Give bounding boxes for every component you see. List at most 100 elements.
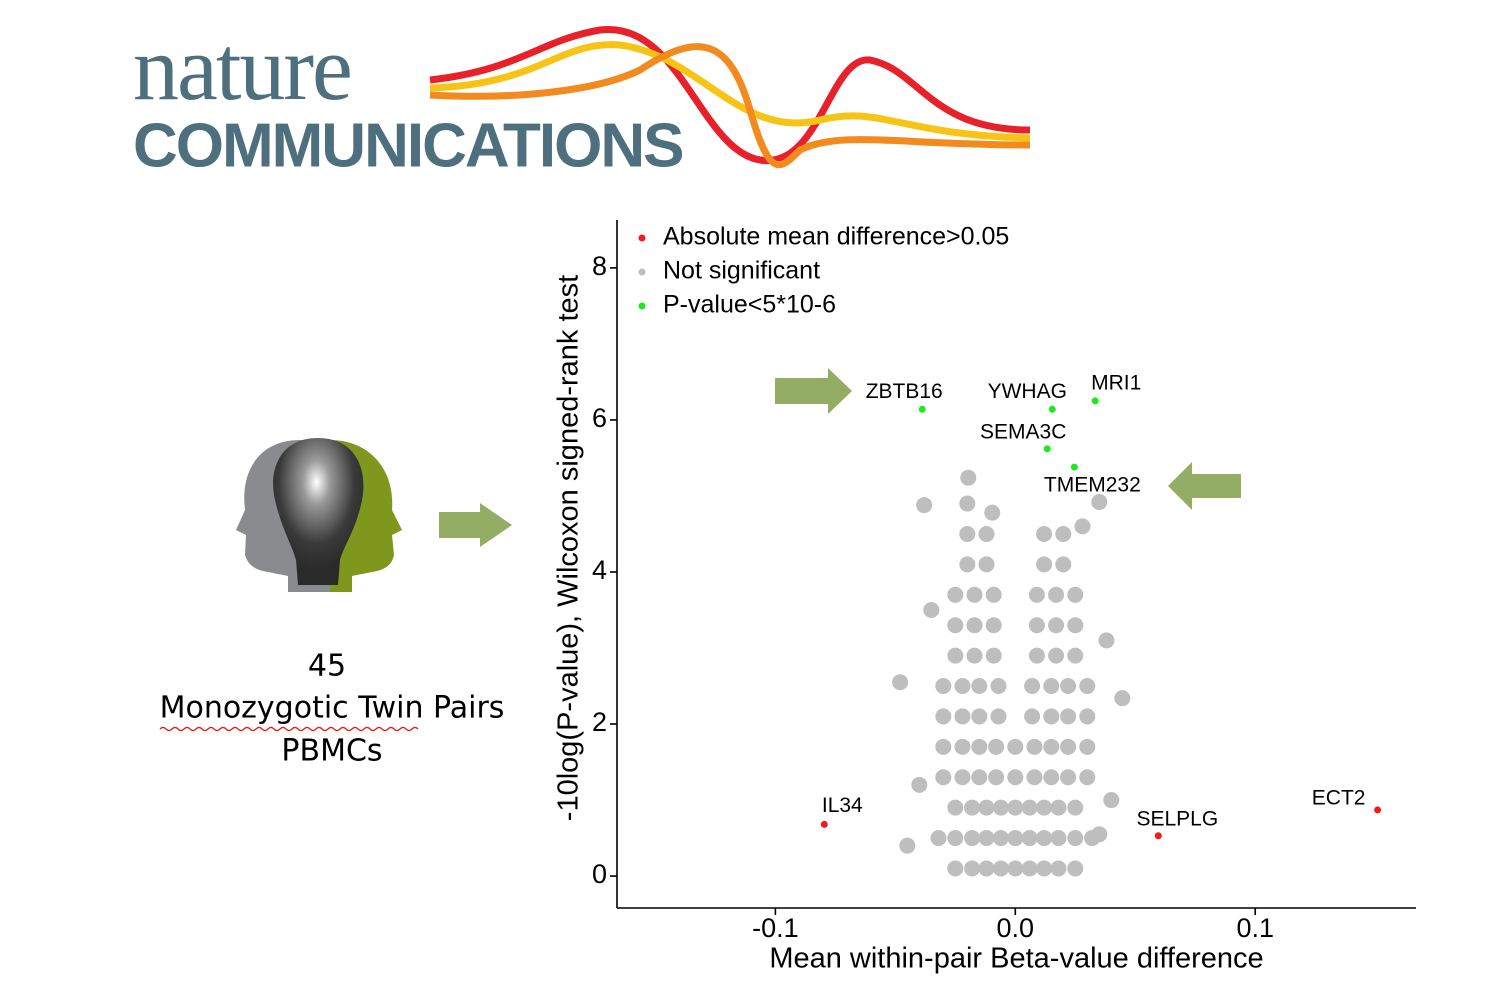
logo-title: nature <box>133 17 351 119</box>
point <box>971 738 988 755</box>
point <box>916 497 933 514</box>
point <box>1036 556 1053 573</box>
point <box>1067 860 1084 877</box>
point <box>930 830 947 847</box>
point <box>954 769 971 786</box>
point <box>1103 792 1120 809</box>
point <box>959 495 976 512</box>
arrow <box>775 368 852 414</box>
bulb <box>273 438 364 585</box>
legend-label: Not significant <box>663 257 820 285</box>
point <box>978 525 995 542</box>
point <box>1067 830 1084 847</box>
point <box>1043 738 1060 755</box>
legend-marker <box>638 268 646 276</box>
point <box>988 769 1005 786</box>
point <box>947 830 964 847</box>
point <box>988 738 1005 755</box>
point <box>1050 830 1067 847</box>
point <box>1048 405 1056 413</box>
y-tick-label: 2 <box>592 707 607 737</box>
point <box>954 678 971 695</box>
point <box>1043 678 1060 695</box>
point <box>984 504 1001 521</box>
point <box>978 556 995 573</box>
point <box>1028 586 1045 603</box>
point <box>1374 806 1382 814</box>
point <box>1028 617 1045 634</box>
point <box>1098 632 1115 649</box>
logo-wave <box>429 41 1031 142</box>
point <box>947 617 964 634</box>
legend-marker <box>638 234 646 242</box>
point-label: TMEM232 <box>1044 474 1141 497</box>
point-label: ECT2 <box>1312 786 1366 809</box>
point <box>935 769 952 786</box>
point <box>985 617 1002 634</box>
point-label: SEMA3C <box>980 420 1066 443</box>
point-label: ZBTB16 <box>866 380 943 403</box>
point <box>985 586 1002 603</box>
point <box>1067 799 1084 816</box>
point <box>992 860 1009 877</box>
point <box>1021 860 1038 877</box>
twin-label: Monozygotic Twin Pairs <box>160 691 505 726</box>
point <box>820 820 828 828</box>
point <box>935 678 952 695</box>
point <box>1079 708 1096 725</box>
y-tick-label: 4 <box>592 555 607 585</box>
point <box>1067 647 1084 664</box>
point <box>1055 556 1072 573</box>
point <box>947 860 964 877</box>
point <box>985 647 1002 664</box>
point <box>990 708 1007 725</box>
point <box>1079 769 1096 786</box>
point <box>935 708 952 725</box>
point <box>1048 647 1065 664</box>
point <box>947 647 964 664</box>
point <box>918 405 926 413</box>
point <box>971 678 988 695</box>
point <box>1050 799 1067 816</box>
point <box>1026 769 1043 786</box>
point <box>971 769 988 786</box>
point <box>978 860 995 877</box>
point <box>1067 586 1084 603</box>
heads-icon <box>236 438 402 592</box>
spell-underline <box>159 726 419 732</box>
y-axis-title: -10log(P-value), Wilcoxon signed-rank te… <box>553 275 585 821</box>
point <box>1007 799 1024 816</box>
point <box>1091 826 1108 843</box>
point <box>947 799 964 816</box>
point-label: YWHAG <box>988 380 1067 403</box>
point <box>959 556 976 573</box>
point <box>947 586 964 603</box>
legend-marker <box>638 302 646 310</box>
point <box>1036 860 1053 877</box>
point <box>1007 830 1024 847</box>
point <box>1043 445 1051 453</box>
point <box>1021 799 1038 816</box>
point <box>1060 708 1077 725</box>
point <box>1026 738 1043 755</box>
point <box>1154 832 1162 840</box>
point <box>1114 690 1131 707</box>
point <box>1074 518 1091 535</box>
legend-label: Absolute mean difference>0.05 <box>663 223 1009 251</box>
x-axis-title: Mean within-pair Beta-value difference <box>769 943 1263 975</box>
point <box>1007 738 1024 755</box>
point <box>1048 586 1065 603</box>
point <box>960 469 977 486</box>
point <box>1024 708 1041 725</box>
cell-label: PBMCs <box>281 734 382 769</box>
y-tick-label: 8 <box>592 251 607 281</box>
point <box>966 617 983 634</box>
point <box>971 708 988 725</box>
x-tick-label: 0.0 <box>997 913 1035 943</box>
point <box>966 586 983 603</box>
point <box>1036 799 1053 816</box>
point <box>964 799 981 816</box>
point <box>992 799 1009 816</box>
point <box>954 738 971 755</box>
